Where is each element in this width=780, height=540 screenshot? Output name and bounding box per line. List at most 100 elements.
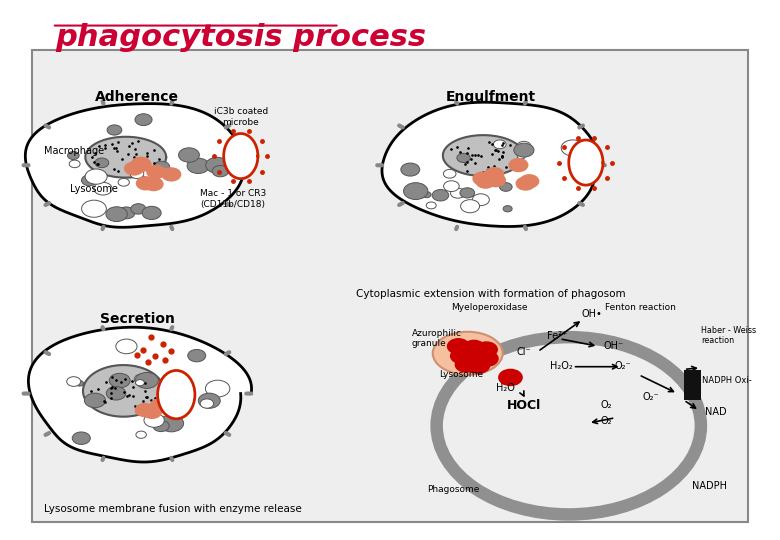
Circle shape [503,206,512,212]
Circle shape [73,432,90,444]
Circle shape [516,177,535,190]
Circle shape [494,140,506,149]
Circle shape [457,153,470,163]
Circle shape [81,175,98,186]
Text: Lysosome: Lysosome [69,185,118,194]
Circle shape [183,153,193,161]
Ellipse shape [433,332,502,375]
Text: NADPH Oxi-: NADPH Oxi- [703,376,752,384]
Circle shape [206,157,229,173]
Circle shape [135,114,152,126]
Circle shape [463,340,485,355]
Circle shape [468,358,490,373]
Circle shape [147,165,165,178]
Text: O₂: O₂ [601,416,612,427]
FancyBboxPatch shape [684,370,701,400]
Text: phagocytosis process: phagocytosis process [56,23,427,52]
Circle shape [465,349,487,364]
Circle shape [84,393,105,408]
Circle shape [133,159,151,171]
Text: OH•: OH• [582,309,602,319]
Circle shape [67,377,80,386]
Circle shape [476,175,495,188]
Ellipse shape [158,370,195,419]
Circle shape [168,393,186,406]
Text: O₂⁻: O₂⁻ [615,361,632,370]
Circle shape [154,161,170,173]
Circle shape [403,183,428,199]
Polygon shape [382,102,598,226]
Text: Mac - 1 or CR3
(CD11b/CD18): Mac - 1 or CR3 (CD11b/CD18) [200,190,266,209]
Text: Fenton reaction: Fenton reaction [604,303,675,312]
Circle shape [151,399,169,411]
Circle shape [141,167,157,178]
Circle shape [487,174,505,187]
Circle shape [460,188,474,198]
Circle shape [473,172,491,185]
Circle shape [136,431,147,438]
Circle shape [517,141,531,151]
Text: Haber - Weiss
reaction: Haber - Weiss reaction [701,326,756,345]
Circle shape [451,188,465,198]
Circle shape [476,342,498,357]
Circle shape [169,397,186,409]
Circle shape [132,157,151,170]
Circle shape [426,202,436,209]
Text: Secretion: Secretion [100,313,175,326]
Circle shape [443,170,456,178]
Circle shape [456,357,477,372]
Circle shape [136,380,144,386]
Circle shape [118,207,135,219]
Text: HOCl: HOCl [506,399,541,412]
Circle shape [472,194,489,206]
Circle shape [198,393,220,408]
Circle shape [517,153,526,159]
Text: Lysosome membrane fusion with enzyme release: Lysosome membrane fusion with enzyme rel… [44,504,301,514]
Circle shape [477,351,498,366]
Polygon shape [443,135,523,176]
Polygon shape [28,327,252,462]
Text: Cytoplasmic extension with formation of phagosom: Cytoplasmic extension with formation of … [356,289,626,299]
Circle shape [85,169,107,184]
Circle shape [159,415,183,432]
Text: Cl⁻: Cl⁻ [516,347,531,356]
Circle shape [144,413,165,427]
Text: iC3b coated
microbe: iC3b coated microbe [214,107,268,126]
Circle shape [109,373,130,388]
Circle shape [188,349,206,362]
Circle shape [162,168,181,181]
FancyBboxPatch shape [33,50,747,523]
Circle shape [68,152,80,159]
Text: O₂⁻: O₂⁻ [642,393,658,402]
Circle shape [444,181,459,192]
Circle shape [130,169,144,179]
Circle shape [107,125,122,135]
Circle shape [94,183,112,195]
Circle shape [106,387,126,400]
Text: Phagosome: Phagosome [427,485,480,494]
Circle shape [451,348,473,363]
Circle shape [561,140,584,156]
Circle shape [136,403,154,416]
Polygon shape [25,104,243,227]
Text: O₂: O₂ [601,400,612,410]
Circle shape [135,373,158,388]
Circle shape [461,200,480,213]
Circle shape [82,200,106,217]
Circle shape [500,183,512,191]
Circle shape [76,381,83,386]
Circle shape [143,406,161,419]
Circle shape [134,374,149,384]
Circle shape [69,160,80,167]
Text: H₂O₂: H₂O₂ [550,361,573,370]
Circle shape [142,206,161,219]
Circle shape [179,148,200,162]
Text: Adherence: Adherence [95,90,179,104]
Circle shape [115,339,137,354]
Circle shape [485,167,504,180]
Circle shape [423,192,431,198]
Circle shape [200,399,214,408]
Circle shape [448,339,470,354]
Text: Fe²⁺: Fe²⁺ [547,330,567,341]
Text: NAD: NAD [705,407,726,417]
